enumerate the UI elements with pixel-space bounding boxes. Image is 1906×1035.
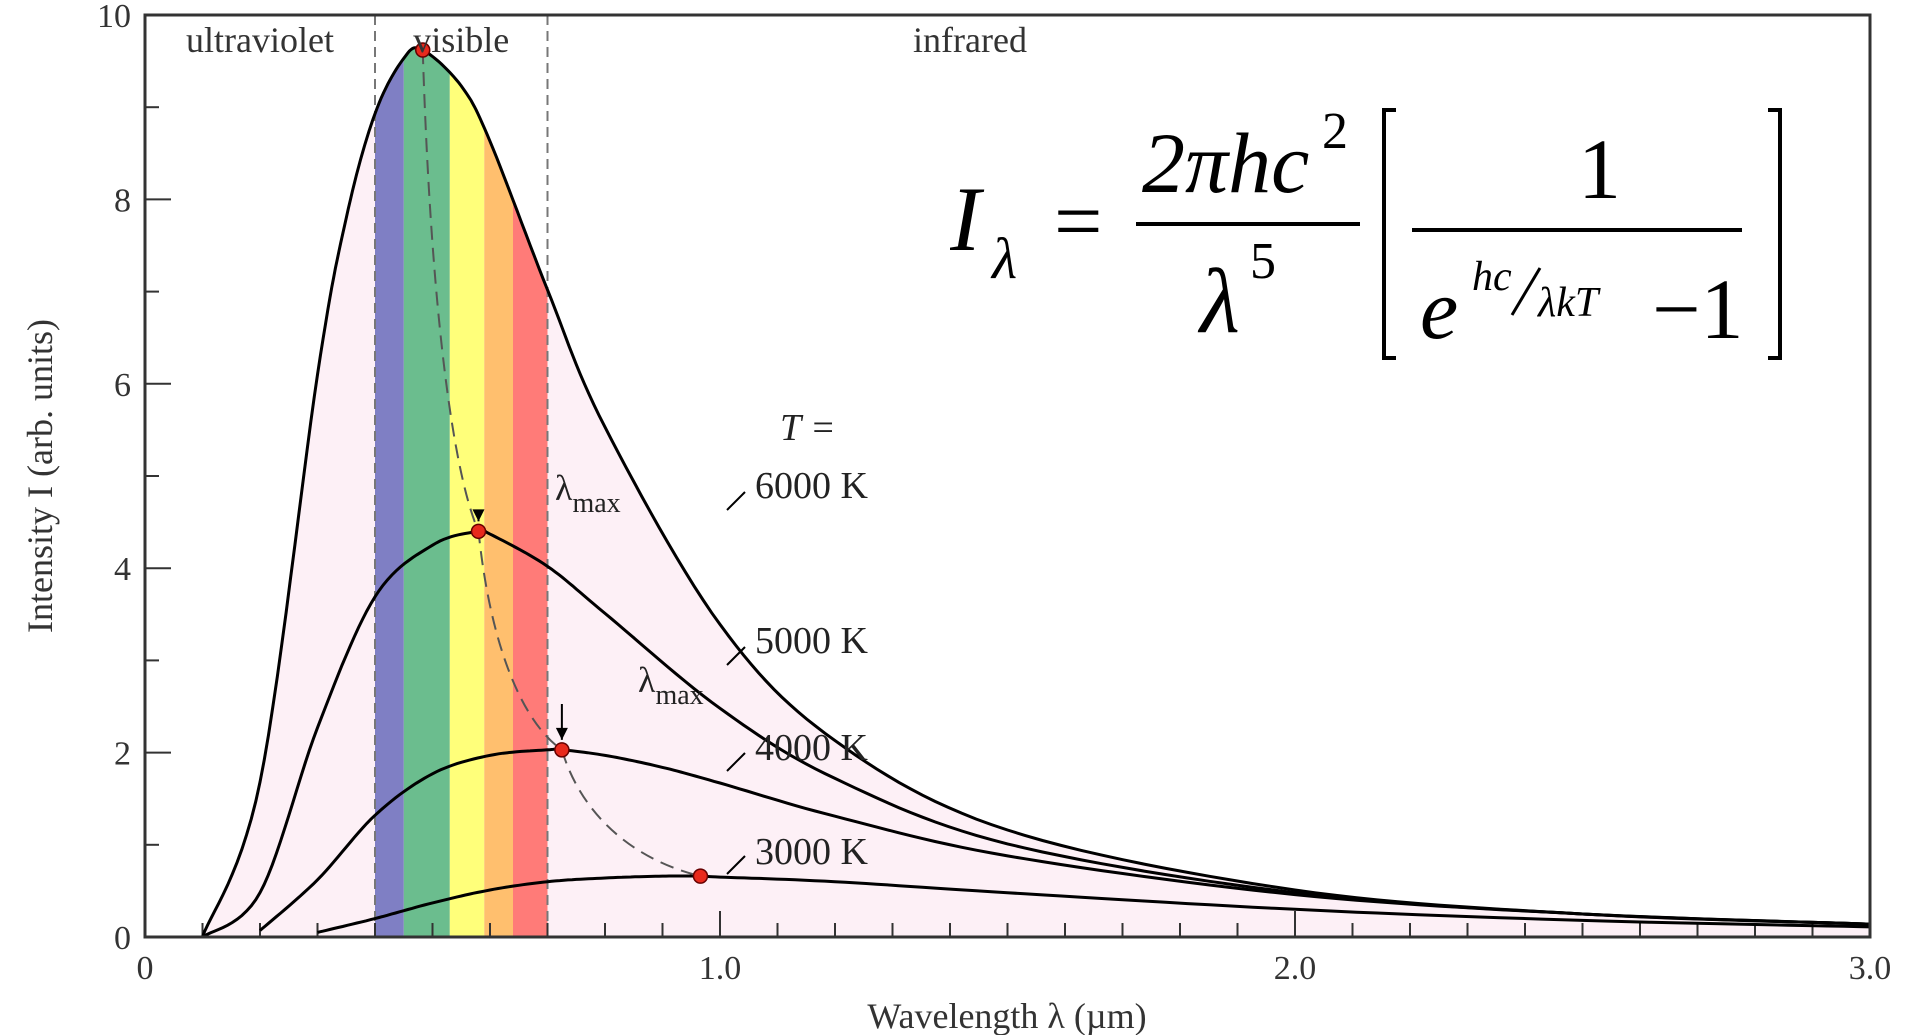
formula-minus-one: −1 bbox=[1652, 261, 1744, 357]
x-tick-label: 1.0 bbox=[699, 950, 742, 987]
spectrum-bands bbox=[202, 47, 1870, 938]
x-axis-title: Wavelength λ (µm) bbox=[867, 996, 1146, 1035]
region-dividers bbox=[374, 15, 549, 937]
area-fill-6000k bbox=[202, 47, 1870, 938]
spectrum-band-1 bbox=[403, 47, 450, 938]
series-line-6000k bbox=[201, 46, 1871, 938]
formula-equals: = bbox=[1054, 173, 1103, 269]
formula-lhs: I bbox=[950, 168, 985, 270]
formula-lhs-sub: λ bbox=[990, 226, 1017, 291]
x-tick-label: 3.0 bbox=[1849, 950, 1892, 987]
series-line-3000k bbox=[317, 874, 1871, 934]
peak-marker-4000k bbox=[554, 742, 570, 758]
peak-marker-3000k bbox=[692, 868, 709, 884]
formula-right-bracket bbox=[1768, 108, 1782, 360]
formula-numerator-sup: 2 bbox=[1322, 103, 1348, 160]
plot-frame bbox=[143, 13, 1872, 939]
series-leader-3000k bbox=[726, 855, 746, 875]
formula-numerator: 2πhc bbox=[1142, 115, 1309, 211]
formula-exp-den: λkT bbox=[1536, 280, 1601, 326]
spectrum-band-2 bbox=[449, 72, 485, 937]
y-tick-label: 6 bbox=[114, 367, 131, 404]
series-line-5000k bbox=[201, 528, 1871, 939]
peak-marker-6000k bbox=[414, 42, 431, 58]
formula-exp-slash bbox=[1510, 267, 1542, 316]
series-leader-5000k bbox=[726, 646, 746, 666]
y-tick-label: 4 bbox=[114, 551, 131, 588]
lambda-max-arrowhead-1 bbox=[555, 727, 568, 740]
spectrum-band-3 bbox=[484, 127, 513, 937]
series-leader-4000k bbox=[726, 752, 746, 772]
y-tick-label: 10 bbox=[97, 0, 131, 35]
formula-exp-base: e bbox=[1420, 261, 1458, 357]
region-label-visible: visible bbox=[413, 20, 509, 60]
lambda-max-label-0: λmax bbox=[555, 468, 621, 519]
series-label-3000k: 3000 K bbox=[755, 831, 869, 873]
formula-left-bracket bbox=[1382, 108, 1396, 360]
series-label-5000k: 5000 K bbox=[755, 620, 869, 662]
y-tick-label: 2 bbox=[114, 736, 131, 773]
y-tick-label: 8 bbox=[114, 182, 131, 219]
formula-bracket-numerator: 1 bbox=[1578, 121, 1621, 217]
x-tick-label: 2.0 bbox=[1274, 950, 1317, 987]
spectrum-band-4 bbox=[513, 200, 548, 937]
chart-labels: 0 1.0 2.0 3.0 0 2 4 6 8 10 ultraviolet visible infra… bbox=[20, 0, 1891, 1035]
series-label-6000k: 6000 K bbox=[755, 465, 869, 507]
peak-marker-5000k bbox=[470, 523, 487, 540]
series-label-t-prefix: T = bbox=[780, 407, 836, 449]
lambda-max-label-1: λmax bbox=[638, 660, 704, 711]
series-curves bbox=[201, 46, 1871, 939]
series-label-4000k: 4000 K bbox=[755, 727, 869, 769]
y-tick-label: 0 bbox=[114, 920, 131, 957]
region-label-infrared: infrared bbox=[913, 20, 1027, 60]
formula-denominator-sup: 5 bbox=[1250, 233, 1276, 290]
y-axis-title: Intensity I (arb. units) bbox=[20, 319, 60, 633]
formula-denominator: λ bbox=[1197, 250, 1240, 352]
peak-markers bbox=[414, 42, 709, 884]
region-label-ultraviolet: ultraviolet bbox=[186, 20, 334, 60]
lambda-max-arrowhead-0 bbox=[472, 509, 485, 522]
series-line-4000k bbox=[259, 747, 1871, 932]
planck-formula: I λ = 2πhc 2 λ 5 1 e hc λkT −1 bbox=[950, 103, 1782, 360]
series-leader-6000k bbox=[726, 491, 746, 511]
x-tick-label: 0 bbox=[137, 950, 154, 987]
spectrum-band-0 bbox=[375, 58, 404, 938]
formula-exp-num: hc bbox=[1472, 254, 1512, 300]
